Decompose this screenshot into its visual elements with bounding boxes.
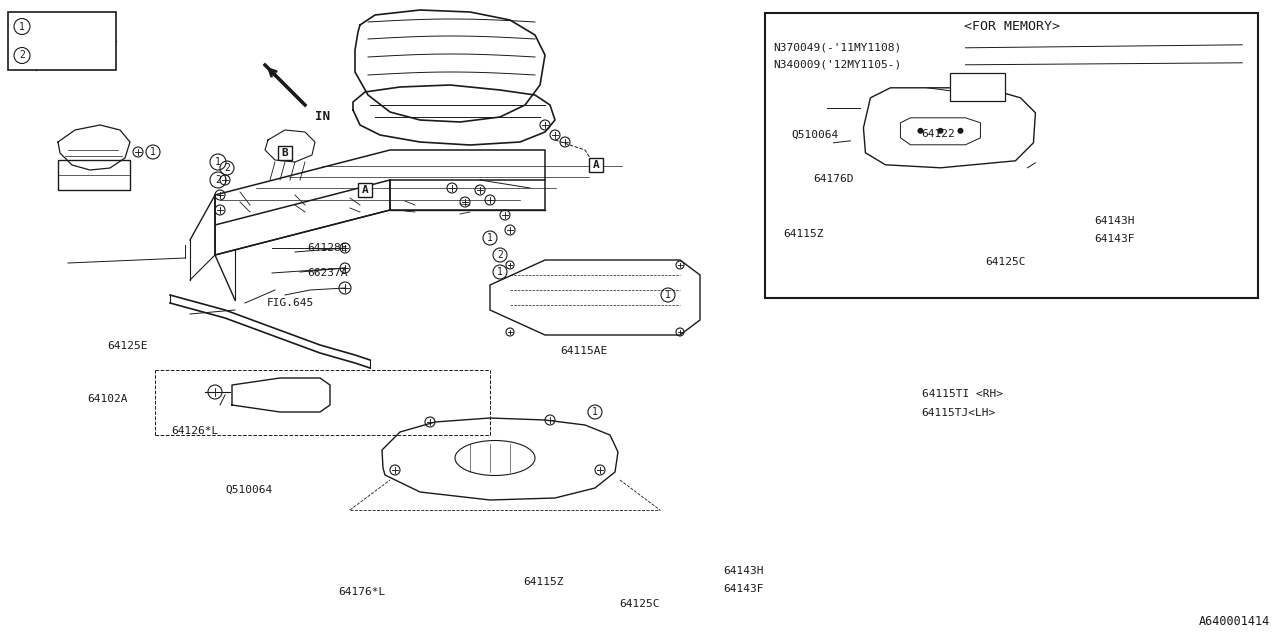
Text: 64115TI <RH>: 64115TI <RH> <box>922 388 1002 399</box>
Bar <box>951 73 1006 100</box>
Bar <box>589 158 603 172</box>
Text: FIG.645: FIG.645 <box>266 298 314 308</box>
Text: IN: IN <box>315 110 330 123</box>
Text: 64102A: 64102A <box>87 394 128 404</box>
Text: 64176D: 64176D <box>813 174 854 184</box>
Text: Q510064: Q510064 <box>225 484 273 495</box>
Text: N340009('12MY1105-): N340009('12MY1105-) <box>773 60 901 70</box>
Text: 64176*L: 64176*L <box>339 587 385 597</box>
Text: Q710007: Q710007 <box>42 20 92 33</box>
Text: 1: 1 <box>19 22 24 31</box>
Text: 2: 2 <box>19 51 24 61</box>
Text: 1: 1 <box>593 407 598 417</box>
Bar <box>765 13 1258 298</box>
Bar <box>1233 105 1248 121</box>
Text: 1: 1 <box>150 147 156 157</box>
Text: <FOR MEMORY>: <FOR MEMORY> <box>964 20 1060 33</box>
Text: A: A <box>362 185 369 195</box>
Text: 64115AE: 64115AE <box>561 346 608 356</box>
Text: A640001414: A640001414 <box>1199 615 1270 628</box>
Text: 64125E: 64125E <box>108 340 148 351</box>
Bar <box>358 183 372 197</box>
Text: N370049(-'11MY1108): N370049(-'11MY1108) <box>773 43 901 52</box>
Bar <box>278 146 292 160</box>
Text: 64143F: 64143F <box>723 584 764 594</box>
Text: 64143F: 64143F <box>1094 234 1135 244</box>
Text: 64115Z: 64115Z <box>783 228 824 239</box>
Text: B: B <box>282 148 288 158</box>
Text: 66237A: 66237A <box>307 268 348 278</box>
Text: 1: 1 <box>488 233 493 243</box>
Text: 64115Z: 64115Z <box>524 577 564 588</box>
Text: A: A <box>593 160 599 170</box>
Text: 64125C: 64125C <box>986 257 1027 268</box>
Text: 64125C: 64125C <box>620 598 660 609</box>
Text: 64128E: 64128E <box>307 243 348 253</box>
Circle shape <box>937 128 943 134</box>
Text: 1: 1 <box>497 267 503 277</box>
Text: 2: 2 <box>497 250 503 260</box>
Bar <box>8 12 116 70</box>
Text: 1: 1 <box>215 157 221 167</box>
Text: 2: 2 <box>215 175 221 185</box>
Bar <box>58 160 131 190</box>
Text: 64122: 64122 <box>922 129 955 140</box>
Text: 2: 2 <box>224 163 230 173</box>
Text: 64115TJ<LH>: 64115TJ<LH> <box>922 408 996 418</box>
Text: Q510064: Q510064 <box>791 129 838 140</box>
Text: M120134: M120134 <box>42 49 92 62</box>
Text: B: B <box>1236 108 1244 118</box>
Circle shape <box>957 128 964 134</box>
Circle shape <box>918 128 923 134</box>
Text: 64143H: 64143H <box>723 566 764 576</box>
Text: 1: 1 <box>666 290 671 300</box>
Text: 64126*L: 64126*L <box>172 426 219 436</box>
Text: 64143H: 64143H <box>1094 216 1135 226</box>
